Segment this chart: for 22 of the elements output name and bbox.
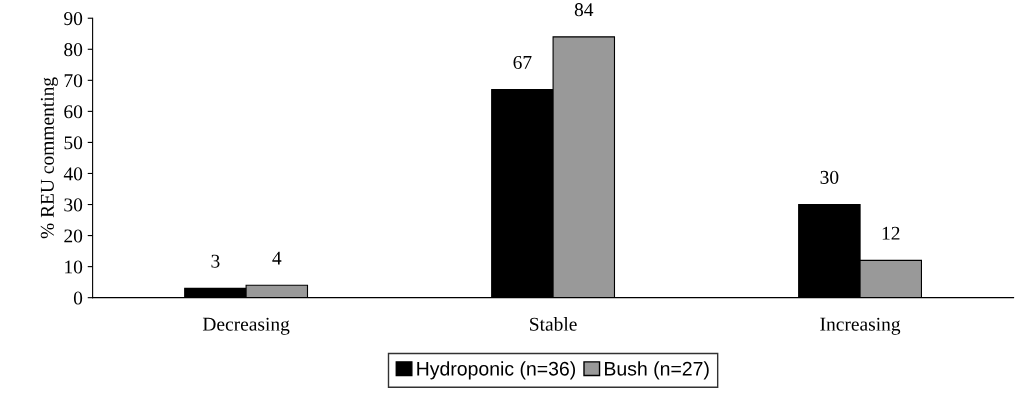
- y-tick-label: 40: [63, 167, 83, 181]
- y-tick-label: 60: [64, 105, 83, 119]
- y-tick-label: 90: [64, 12, 83, 26]
- y-tick-label: 10: [65, 260, 83, 274]
- y-axis-title: % REU commenting: [40, 77, 58, 239]
- data-label: 67: [513, 55, 532, 70]
- x-tick-label: Decreasing: [202, 317, 290, 335]
- y-tick-label: 80: [64, 43, 83, 57]
- legend-label: Hydroponic (n=36): [417, 361, 576, 380]
- data-label: 3: [211, 254, 220, 268]
- data-label: 30: [820, 170, 839, 184]
- data-label: 4: [272, 251, 282, 265]
- data-label: 84: [574, 3, 594, 17]
- data-label: 12: [882, 226, 900, 240]
- x-tick-label: Increasing: [820, 317, 901, 335]
- legend-label: Bush (n=27): [605, 361, 709, 380]
- y-tick-label: 50: [64, 136, 83, 150]
- y-tick-label: 30: [64, 198, 83, 212]
- y-tick-label: 20: [64, 229, 83, 243]
- x-tick-label: Stable: [530, 317, 577, 331]
- y-tick-label: 70: [64, 74, 83, 88]
- y-tick-label: 0: [73, 291, 83, 305]
